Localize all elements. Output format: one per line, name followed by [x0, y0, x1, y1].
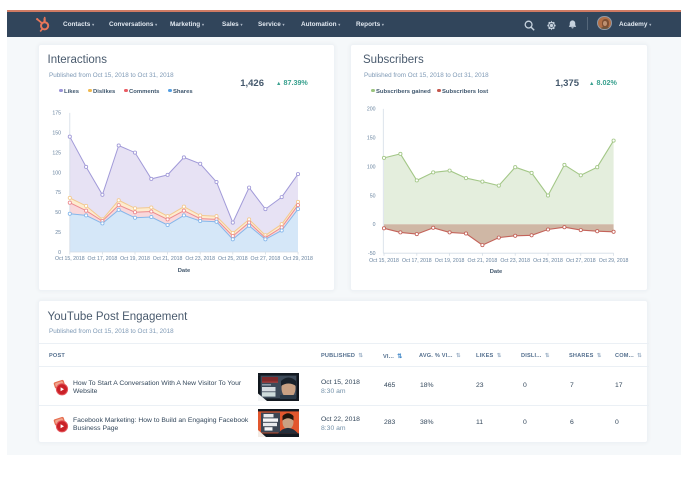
- svg-text:100: 100: [367, 164, 376, 170]
- svg-text:50: 50: [370, 193, 376, 199]
- svg-text:Date: Date: [178, 268, 191, 274]
- svg-text:25: 25: [55, 230, 61, 236]
- svg-text:Oct 21, 2018: Oct 21, 2018: [153, 256, 183, 262]
- svg-text:Oct 19, 2018: Oct 19, 2018: [120, 256, 150, 262]
- svg-text:-50: -50: [368, 251, 376, 257]
- svg-text:Oct 15, 2018: Oct 15, 2018: [55, 256, 85, 262]
- svg-text:0: 0: [58, 250, 61, 256]
- svg-text:Oct 19, 2018: Oct 19, 2018: [435, 258, 465, 264]
- svg-text:75: 75: [55, 190, 61, 196]
- svg-text:Oct 23, 2018: Oct 23, 2018: [185, 256, 215, 262]
- svg-text:Oct 17, 2018: Oct 17, 2018: [88, 256, 118, 262]
- svg-text:Oct 27, 2018: Oct 27, 2018: [566, 258, 596, 264]
- svg-text:150: 150: [367, 136, 376, 142]
- svg-text:150: 150: [52, 131, 61, 137]
- svg-text:Oct 23, 2018: Oct 23, 2018: [500, 258, 530, 264]
- svg-text:Oct 17, 2018: Oct 17, 2018: [402, 258, 432, 264]
- svg-text:0: 0: [373, 222, 376, 228]
- svg-text:Oct 25, 2018: Oct 25, 2018: [218, 256, 248, 262]
- svg-text:Date: Date: [490, 269, 503, 275]
- svg-text:200: 200: [367, 107, 376, 113]
- svg-text:Oct 21, 2018: Oct 21, 2018: [468, 258, 498, 264]
- svg-text:Oct 29, 2018: Oct 29, 2018: [599, 258, 629, 264]
- svg-text:125: 125: [52, 150, 61, 156]
- svg-text:100: 100: [52, 170, 61, 176]
- svg-text:Oct 25, 2018: Oct 25, 2018: [533, 258, 563, 264]
- svg-text:Oct 15, 2018: Oct 15, 2018: [369, 258, 399, 264]
- svg-text:Oct 29, 2018: Oct 29, 2018: [283, 256, 313, 262]
- svg-text:Oct 27, 2018: Oct 27, 2018: [251, 256, 281, 262]
- svg-text:175: 175: [52, 111, 61, 117]
- svg-text:50: 50: [55, 210, 61, 216]
